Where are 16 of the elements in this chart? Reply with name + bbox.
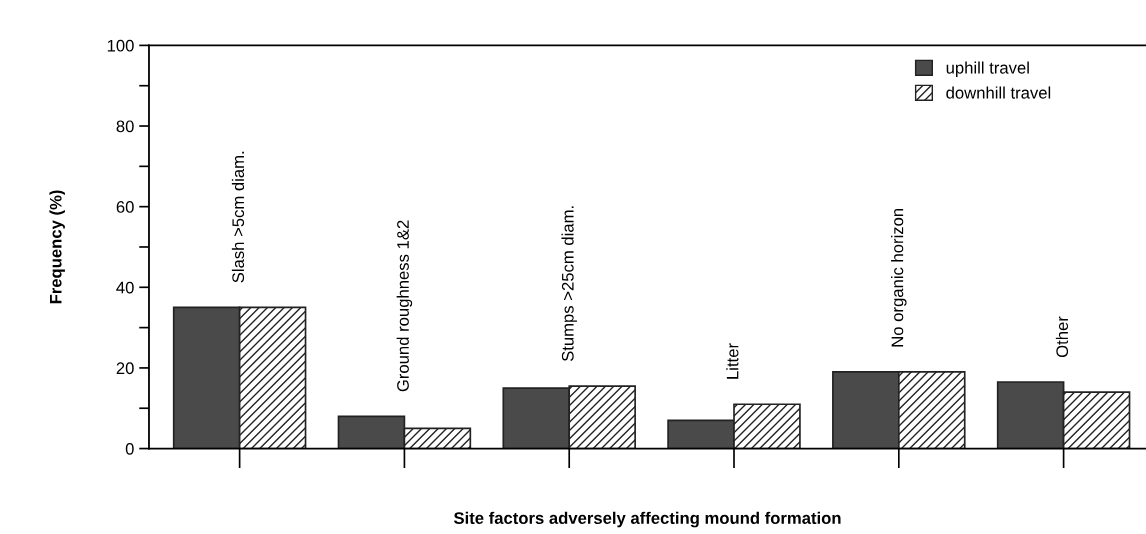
y-axis-title: Frequency (%) bbox=[49, 190, 65, 304]
legend-label: uphill travel bbox=[946, 61, 1029, 78]
y-tick-label: 60 bbox=[116, 201, 134, 213]
y-tick-label: 0 bbox=[125, 442, 134, 455]
y-tick-label: 80 bbox=[116, 120, 134, 133]
x-tick-label: Litter bbox=[726, 343, 739, 379]
x-tick-label: Stumps >25cm diam. bbox=[561, 206, 577, 362]
y-tick-label: 40 bbox=[116, 281, 134, 294]
x-axis-title: Site factors adversely affecting mound formation bbox=[453, 511, 841, 528]
y-tick-label: 100 bbox=[107, 39, 134, 52]
x-tick-label: Other bbox=[1055, 316, 1069, 358]
x-tick-label: Slash >5cm diam. bbox=[231, 151, 245, 283]
y-tick-label: 20 bbox=[116, 362, 134, 375]
x-tick-label: Ground roughness 1&2 bbox=[396, 220, 413, 392]
x-tick-label: No organic horizon bbox=[891, 208, 907, 347]
legend-label: downhill travel bbox=[946, 86, 1051, 99]
